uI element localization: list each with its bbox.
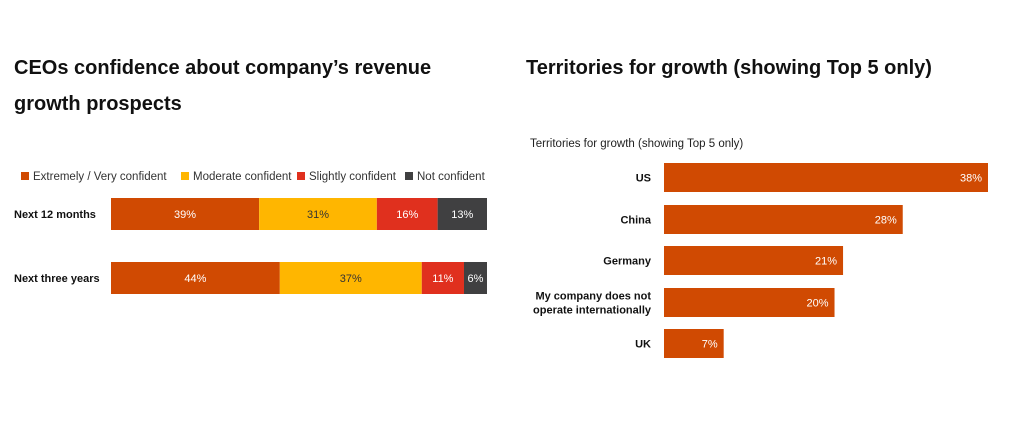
stacked-bar-segment [463, 262, 487, 294]
stacked-bar-segment [259, 198, 377, 230]
legend-label: Extremely / Very confident [33, 171, 167, 183]
legend-swatch [297, 172, 305, 180]
right-chart-subtitle: Territories for growth (showing Top 5 on… [530, 138, 743, 150]
category-label: UK [635, 339, 651, 351]
category-label: My company does not [535, 291, 651, 303]
data-label: 20% [806, 298, 828, 310]
data-label: 16% [396, 209, 418, 221]
data-label: 28% [875, 215, 897, 227]
legend-label: Slightly confident [309, 171, 397, 183]
legend-swatch [405, 172, 413, 180]
category-label: operate internationally [533, 305, 652, 317]
legend-label: Not confident [417, 171, 486, 183]
category-label: China [620, 215, 651, 227]
data-label: 31% [307, 209, 329, 221]
right-bar-chart: Territories for growth (showing Top 5 on… [530, 138, 988, 358]
category-label: Next three years [14, 273, 100, 285]
bar [664, 329, 724, 358]
data-label: 21% [815, 256, 837, 268]
category-label: US [636, 173, 651, 185]
data-label: 37% [340, 273, 362, 285]
legend-swatch [21, 172, 29, 180]
data-label: 11% [432, 273, 453, 285]
left-chart-legend: Extremely / Very confident Moderate confi… [21, 171, 486, 183]
data-label: 44% [184, 273, 206, 285]
bar [664, 246, 844, 275]
category-label: Germany [603, 256, 652, 268]
legend-swatch [181, 172, 189, 180]
data-label: 6% [468, 273, 484, 285]
category-label: Next 12 months [14, 209, 96, 221]
left-chart-title: CEOs confidence about company’s revenue … [14, 57, 432, 115]
data-label: 39% [174, 209, 196, 221]
legend-label: Moderate confident [193, 171, 292, 183]
stacked-bar-segment [437, 198, 487, 230]
stacked-bar-segment [111, 262, 280, 294]
stacked-bar-segment [376, 198, 438, 230]
data-label: 7% [702, 339, 718, 351]
left-stacked-bar-chart: Extremely / Very confident Moderate confi… [14, 171, 487, 294]
bar [664, 163, 988, 192]
right-chart-title: Territories for growth (showing Top 5 on… [526, 57, 932, 79]
bar [664, 288, 835, 317]
stacked-bar-segment [421, 262, 464, 294]
data-label: 38% [960, 173, 982, 185]
bar [664, 205, 903, 234]
data-label: 13% [451, 209, 473, 221]
stacked-bar-segment [279, 262, 422, 294]
stacked-bar-segment [111, 198, 260, 230]
